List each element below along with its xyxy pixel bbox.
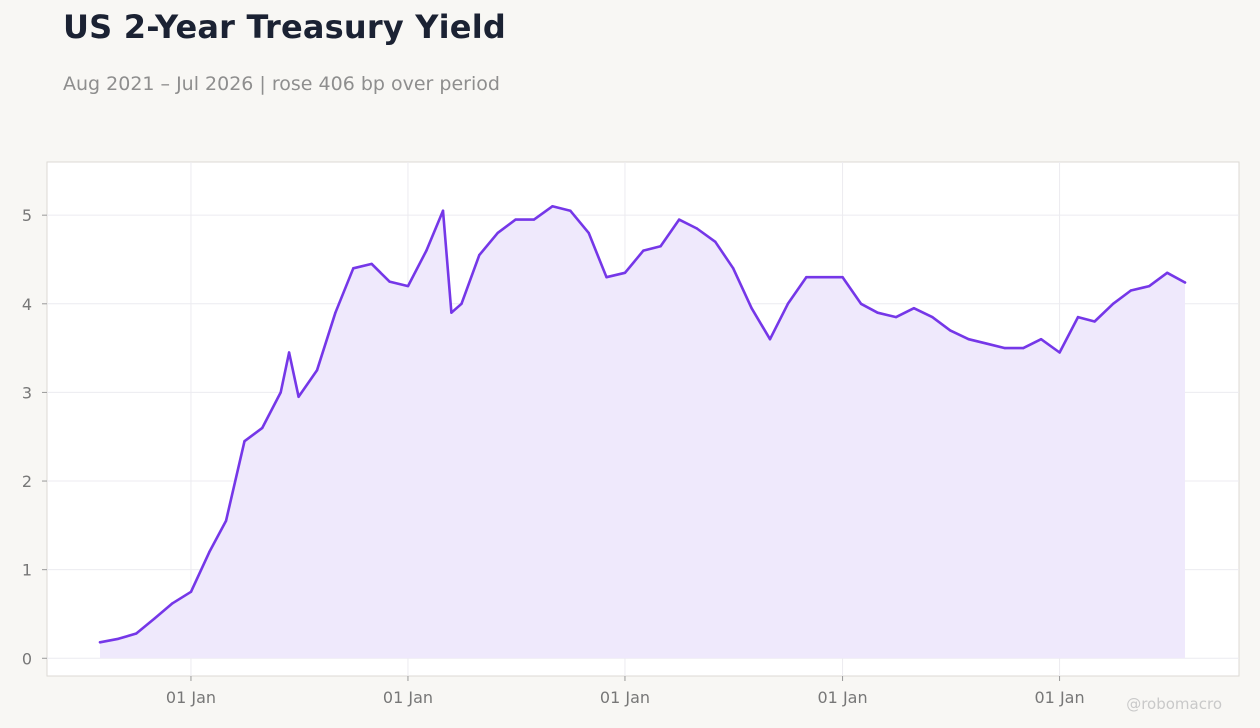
chart-subtitle: Aug 2021 – Jul 2026 | rose 406 bp over p…: [63, 73, 500, 95]
y-axis: 0 1 2 3 4 5: [22, 206, 47, 668]
y-tick-label: 2: [22, 472, 32, 491]
y-tick-label: 4: [22, 295, 32, 314]
x-tick-label: 01 Jan: [166, 688, 216, 707]
watermark: @robomacro: [1126, 695, 1222, 713]
x-axis: 01 Jan 01 Jan 01 Jan 01 Jan 01 Jan: [166, 676, 1085, 707]
y-tick-label: 3: [22, 383, 32, 402]
yield-line: [98, 205, 1187, 644]
x-tick-label: 01 Jan: [818, 688, 868, 707]
x-tick-label: 01 Jan: [600, 688, 650, 707]
x-tick-label: 01 Jan: [1035, 688, 1085, 707]
y-tick-label: 5: [22, 206, 32, 225]
x-tick-label: 01 Jan: [383, 688, 433, 707]
y-tick-label: 1: [22, 561, 32, 580]
y-tick-label: 0: [22, 649, 32, 668]
area-fill: [100, 206, 1185, 659]
chart-title: US 2-Year Treasury Yield: [63, 8, 506, 46]
